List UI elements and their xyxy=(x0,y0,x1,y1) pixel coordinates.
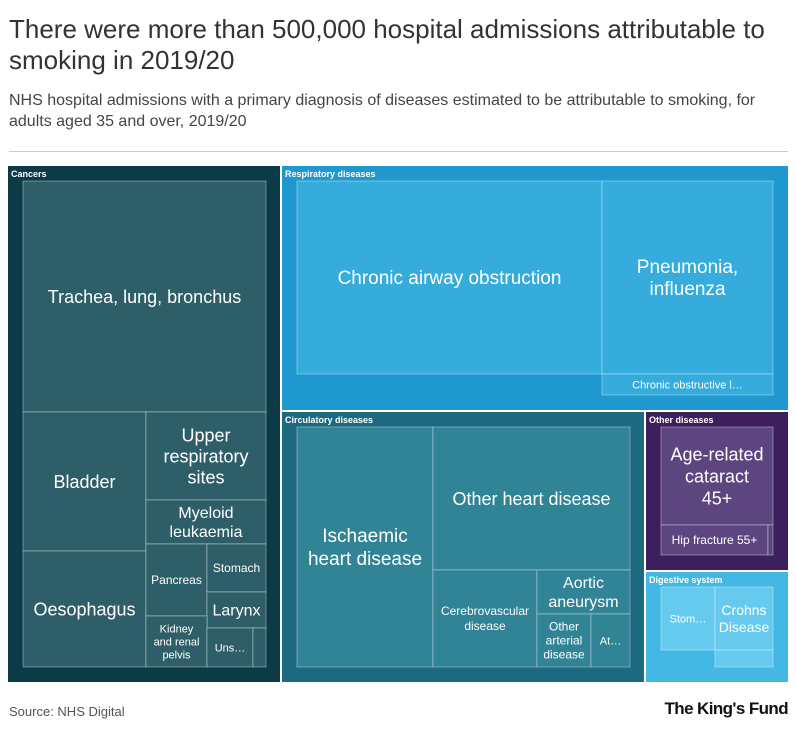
group-circulatory-diseases: Circulatory diseases Ischaemic heart disea… xyxy=(282,412,644,682)
group-label: Other diseases xyxy=(649,415,714,425)
tile-label: Stomach xyxy=(213,561,260,575)
tile-unlabelled-3-2 xyxy=(767,524,774,556)
group-label: Cancers xyxy=(11,169,47,179)
divider xyxy=(9,151,788,152)
tile-chronic-airway-obstruction xyxy=(296,180,603,375)
tile-oesophagus xyxy=(22,550,147,668)
tile-label: Hip fracture 55+ xyxy=(672,533,758,547)
tile-label: Larynx xyxy=(212,603,260,620)
tile-label: Chronic airway obstruction xyxy=(338,268,562,289)
group-label: Digestive system xyxy=(649,575,723,585)
tile-label: Trachea, lung, bronchus xyxy=(48,287,241,307)
tile-uns xyxy=(206,627,254,668)
tile-unlabelled-4-2 xyxy=(714,649,774,668)
tile-bladder xyxy=(22,411,147,552)
tile-crohns-disease xyxy=(714,586,774,651)
source-note: Source: NHS Digital xyxy=(9,704,125,719)
kings-fund-logo: The King's Fund xyxy=(664,699,789,718)
group-label: Circulatory diseases xyxy=(285,415,373,425)
tile-age-related-cataract-45 xyxy=(660,426,774,526)
tile-label: Bladder xyxy=(53,472,115,492)
tile-label: Cerebrovascular disease xyxy=(441,604,529,633)
group-other-diseases: Other diseases Age-related cataract 45+ Hip … xyxy=(646,412,788,570)
tile-label: Other arterial disease xyxy=(543,620,585,662)
tile-trachea-lung-bronchus xyxy=(22,180,267,413)
tile-unlabelled-0-10 xyxy=(252,627,267,668)
tile-myeloid-leukaemia xyxy=(145,499,267,545)
group-digestive-system: Digestive system Stom… Crohns Disease xyxy=(646,572,788,682)
tile-at xyxy=(590,613,631,668)
tile-label: Aortic aneurysm xyxy=(548,575,618,611)
tile-pneumonia-influenza xyxy=(601,180,774,375)
tile-kidney-and-renal-pelvis xyxy=(145,615,208,668)
tile-cerebrovascular-disease xyxy=(432,569,538,668)
tile-stomach xyxy=(206,543,267,593)
tile-label: Pneumonia, influenza xyxy=(637,257,738,300)
tile-label: Other heart disease xyxy=(452,489,610,509)
tile-label: Stom… xyxy=(670,613,707,625)
tile-label: Kidney and renal pelvis xyxy=(154,623,200,661)
tile-label: Uns… xyxy=(215,642,246,654)
group-cancers: Cancers Trachea, lung, bronchus Bladder Upp… xyxy=(8,166,280,682)
tile-label: Pancreas xyxy=(151,573,202,587)
tile-label: Ischaemic heart disease xyxy=(308,526,422,570)
group-respiratory-diseases: Respiratory diseases Chronic airway obstr… xyxy=(282,166,788,410)
tile-label: Crohns Disease xyxy=(719,602,770,635)
tile-upper-respiratory-sites xyxy=(145,411,267,501)
chart-subtitle: NHS hospital admissions with a primary d… xyxy=(9,92,756,130)
chart-title: There were more than 500,000 hospital ad… xyxy=(9,14,765,75)
tile-label: Age-related cataract 45+ xyxy=(670,444,763,508)
tile-hip-fracture-55 xyxy=(660,524,769,556)
tile-ischaemic-heart-disease xyxy=(296,426,434,668)
tile-other-heart-disease xyxy=(432,426,631,571)
tile-larynx xyxy=(206,591,267,629)
tile-chronic-obstructive-l xyxy=(601,373,774,396)
group-label: Respiratory diseases xyxy=(285,169,376,179)
tile-label: Upper respiratory sites xyxy=(163,425,248,487)
tile-label: At… xyxy=(600,635,621,647)
tile-label: Chronic obstructive l… xyxy=(632,379,743,391)
tile-label: Myeloid leukaemia xyxy=(170,505,243,541)
tile-label: Oesophagus xyxy=(33,599,135,619)
tile-other-arterial-disease xyxy=(536,613,592,668)
